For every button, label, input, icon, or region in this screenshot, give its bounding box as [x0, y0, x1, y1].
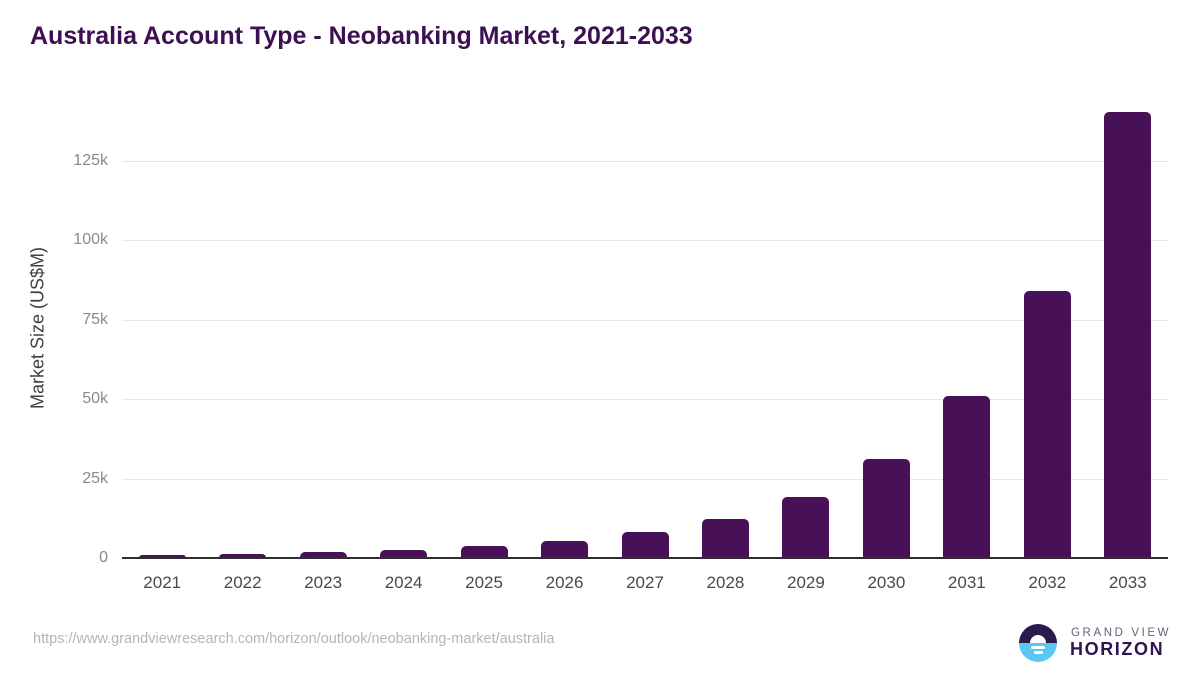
- brand-name-top: GRAND VIEW: [1071, 627, 1172, 639]
- brand-name-bottom: HORIZON: [1070, 639, 1165, 659]
- bar-2025: [460, 546, 508, 558]
- bar-2021: [138, 555, 186, 558]
- x-axis-line: [122, 557, 1168, 559]
- x-tick-label-2033: 2033: [1108, 573, 1147, 592]
- x-tick-label-2031: 2031: [947, 573, 986, 592]
- y-tick-label-100k: 100k: [73, 231, 108, 249]
- bar-2031: [943, 396, 991, 558]
- sun-reflection-line: [1033, 650, 1043, 654]
- x-tick-label-2029: 2029: [787, 573, 825, 592]
- plot-area: [122, 107, 1168, 558]
- brand-logo: GRAND VIEW HORIZON: [1019, 622, 1179, 666]
- y-tick-label-75k: 75k: [82, 310, 108, 328]
- x-tick-label-2026: 2026: [545, 573, 584, 592]
- bar-2027: [621, 531, 669, 558]
- x-tick-label-2025: 2025: [465, 573, 503, 592]
- gridline-100k: [122, 240, 1168, 242]
- y-tick-label-50k: 50k: [82, 390, 108, 408]
- x-tick-label-2021: 2021: [143, 573, 182, 592]
- gridline-125k: [122, 160, 1168, 162]
- bar-2032: [1023, 291, 1071, 558]
- y-tick-label-125k: 125k: [73, 151, 108, 169]
- y-tick-label-0: 0: [99, 549, 108, 566]
- x-tick-label-2028: 2028: [706, 573, 745, 592]
- horizon-sun-icon: [1019, 624, 1057, 662]
- gridline-25k: [122, 478, 1168, 480]
- gridline-75k: [122, 319, 1168, 321]
- bar-2028: [701, 519, 749, 558]
- x-tick-label-2030: 2030: [867, 573, 906, 592]
- x-tick-label-2024: 2024: [384, 573, 423, 592]
- bar-2022: [219, 554, 267, 558]
- x-tick-label-2027: 2027: [626, 573, 664, 592]
- y-tick-label-25k: 25k: [82, 469, 108, 487]
- gridline-50k: [122, 399, 1168, 401]
- bar-2029: [782, 496, 830, 558]
- bar-2023: [299, 551, 347, 558]
- x-tick-label-2022: 2022: [223, 573, 262, 592]
- sun-reflection-line: [1031, 645, 1045, 649]
- x-tick-label-2023: 2023: [304, 573, 343, 592]
- source-url: https://www.grandviewresearch.com/horizo…: [33, 631, 555, 647]
- bar-2026: [541, 540, 589, 558]
- sun-shape: [1030, 635, 1046, 643]
- chart-title: Australia Account Type - Neobanking Mark…: [30, 22, 693, 50]
- bar-2030: [862, 459, 910, 558]
- x-tick-label-2032: 2032: [1028, 573, 1067, 592]
- bar-2033: [1104, 112, 1152, 558]
- bar-2024: [380, 549, 428, 558]
